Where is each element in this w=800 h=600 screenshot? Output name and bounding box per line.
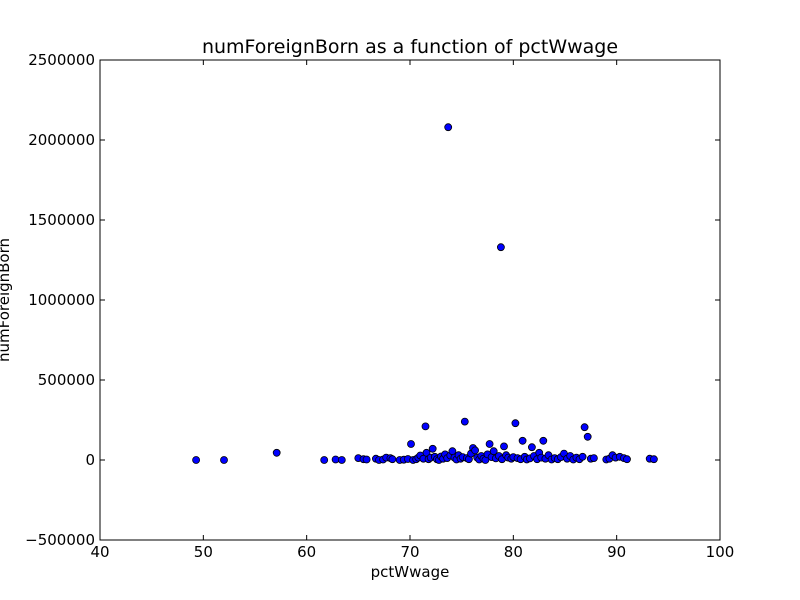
- y-tick-label: 1000000: [28, 291, 95, 309]
- data-point: [539, 436, 548, 445]
- y-tick-label: 500000: [38, 371, 95, 389]
- x-tick-label: 90: [607, 543, 626, 561]
- x-tick-label: 80: [504, 543, 523, 561]
- data-point: [580, 423, 589, 432]
- x-tick-label: 70: [400, 543, 419, 561]
- y-tick-label: 2000000: [28, 131, 95, 149]
- data-point: [489, 447, 498, 456]
- y-tick-label: −500000: [25, 531, 95, 549]
- data-point: [471, 446, 480, 455]
- data-point: [388, 455, 397, 464]
- plot-area: [100, 60, 720, 540]
- data-point: [578, 452, 587, 461]
- data-point: [485, 440, 494, 448]
- data-point: [650, 455, 658, 464]
- data-point: [272, 448, 281, 457]
- data-point: [623, 455, 631, 464]
- data-point: [362, 455, 371, 464]
- data-point: [528, 443, 536, 452]
- data-point: [428, 444, 437, 453]
- data-point: [518, 436, 527, 445]
- data-point: [444, 123, 453, 132]
- y-tick-label: 0: [85, 451, 95, 469]
- data-point: [320, 456, 329, 464]
- y-axis-label: numForeignBorn: [0, 238, 13, 362]
- data-point: [590, 454, 598, 463]
- data-point: [337, 456, 346, 464]
- x-tick-label: 50: [194, 543, 213, 561]
- y-tick-label: 1500000: [28, 211, 95, 229]
- data-point: [421, 422, 430, 431]
- x-tick-label: 100: [706, 543, 735, 561]
- chart-title: numForeignBorn as a function of pctWwage: [202, 36, 618, 58]
- data-point: [448, 447, 457, 456]
- data-point: [192, 456, 201, 464]
- data-point: [496, 243, 505, 252]
- data-point: [500, 442, 508, 451]
- x-axis-ticks: 40 50 60 70 80 90 100: [90, 60, 734, 561]
- data-point: [407, 440, 415, 448]
- points-layer: [192, 123, 658, 464]
- data-point: [220, 456, 228, 464]
- y-tick-label: 2500000: [28, 51, 95, 69]
- x-axis-label: pctWwage: [371, 563, 450, 581]
- data-point: [460, 417, 469, 426]
- y-axis-ticks: −500000 0 500000 1000000 1500000 2000000 25000…: [25, 51, 720, 549]
- data-point: [511, 419, 520, 428]
- data-point: [583, 432, 592, 441]
- x-tick-label: 40: [90, 543, 109, 561]
- x-tick-label: 60: [297, 543, 316, 561]
